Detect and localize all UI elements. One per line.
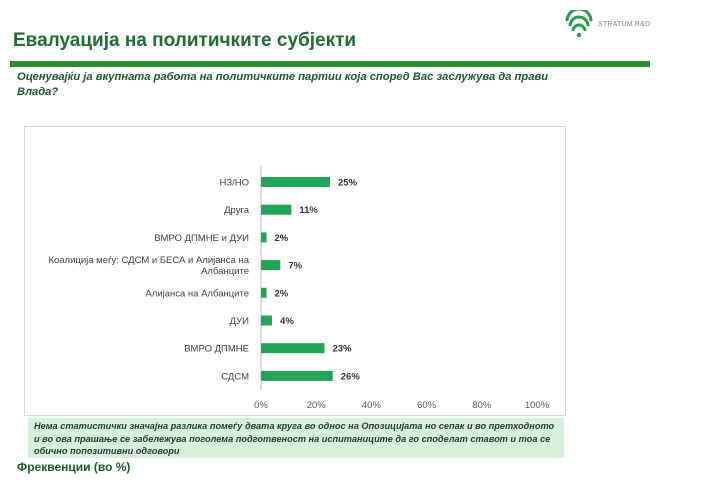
x-tick-label: 20% bbox=[307, 400, 327, 411]
bar bbox=[261, 370, 333, 381]
chart-frame: НЗ/НО 25% Друга 11% ВМРО ДПМНЕ и ДУИ 2% Коалиц… bbox=[24, 126, 566, 416]
category-label: ДУИ bbox=[230, 316, 250, 327]
category-label: ВМРО ДПМНЕ bbox=[184, 344, 249, 355]
value-label: 2% bbox=[275, 288, 289, 299]
value-label: 2% bbox=[275, 233, 289, 244]
title-divider bbox=[10, 61, 650, 67]
category-label: ВМРО ДПМНЕ и ДУИ bbox=[154, 233, 249, 244]
bar bbox=[261, 260, 281, 271]
logo-icon bbox=[565, 7, 593, 38]
bar bbox=[261, 343, 325, 354]
x-tick-label: 100% bbox=[525, 400, 550, 411]
category-label: НЗ/НО bbox=[220, 178, 250, 189]
category-label: Алијанса на Албанците bbox=[145, 288, 249, 299]
x-tick-label: 80% bbox=[472, 400, 492, 411]
x-tick-label: 40% bbox=[362, 400, 382, 411]
bar bbox=[261, 177, 330, 187]
logo-text: STRATUM R&D bbox=[598, 21, 651, 28]
frequency-label: Фреквенции (во %) bbox=[17, 460, 131, 474]
value-label: 26% bbox=[341, 371, 361, 382]
value-label: 23% bbox=[332, 344, 352, 355]
question-subtitle: Оценувајќи ја вкупната работа на политич… bbox=[17, 71, 549, 98]
value-label: 7% bbox=[288, 261, 302, 272]
category-label: СДСМ bbox=[221, 371, 249, 382]
analysis-note: Нема статистички значајна разлика помеѓу… bbox=[28, 418, 564, 458]
bar bbox=[261, 204, 292, 215]
page-title: Евалуација на политичките субјекти bbox=[13, 30, 357, 51]
bar-chart: НЗ/НО 25% Друга 11% ВМРО ДПМНЕ и ДУИ 2% Коалиц… bbox=[48, 165, 550, 411]
x-tick-label: 0% bbox=[254, 400, 268, 411]
value-label: 4% bbox=[280, 316, 294, 327]
value-label: 11% bbox=[299, 205, 318, 216]
bar bbox=[261, 287, 267, 298]
x-tick-label: 60% bbox=[417, 400, 437, 411]
bar bbox=[261, 232, 267, 243]
category-label: Друга bbox=[224, 205, 250, 216]
value-label: 25% bbox=[338, 178, 358, 189]
category-label: Коалиција меѓу: СДСМ и БЕСА и Алијанса н… bbox=[48, 255, 249, 277]
bar bbox=[261, 315, 273, 326]
